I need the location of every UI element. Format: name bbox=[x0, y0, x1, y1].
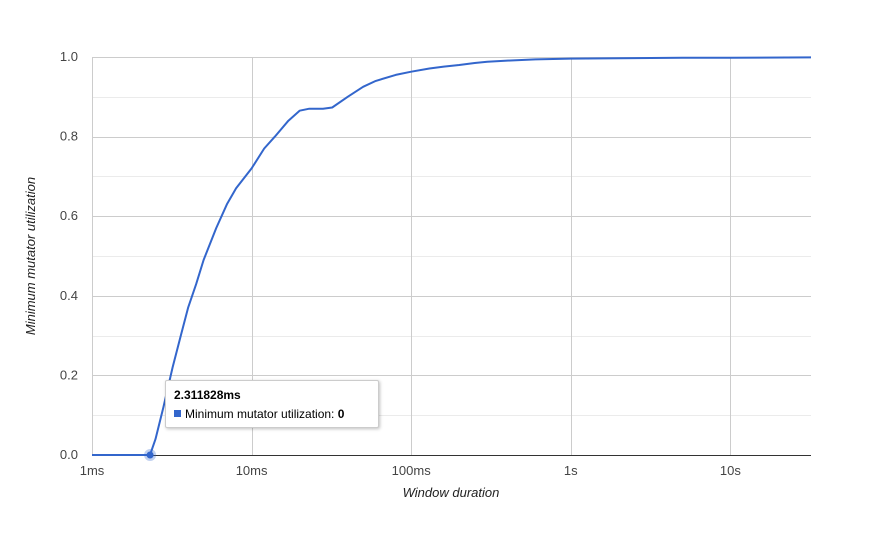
y-tick-label: 0.6 bbox=[60, 208, 78, 223]
x-tick-label: 100ms bbox=[392, 463, 432, 478]
x-tick-label: 1s bbox=[564, 463, 578, 478]
tooltip-title: 2.311828ms bbox=[174, 388, 241, 402]
highlight-point[interactable] bbox=[146, 451, 154, 459]
series-swatch-icon bbox=[174, 410, 181, 417]
y-tick-label: 0.8 bbox=[60, 129, 78, 144]
tooltip-row: Minimum mutator utilization: 0 bbox=[174, 407, 344, 421]
series-layer[interactable] bbox=[92, 56, 812, 461]
x-axis-ticks: 1ms 10ms 100ms 1s 10s bbox=[80, 463, 742, 478]
x-tick-label: 1ms bbox=[80, 463, 105, 478]
y-tick-label: 0.0 bbox=[60, 447, 78, 462]
tooltip-value: 0 bbox=[337, 407, 345, 421]
series-line[interactable] bbox=[92, 56, 812, 456]
y-tick-label: 0.2 bbox=[60, 367, 78, 382]
y-tick-label: 1.0 bbox=[60, 49, 78, 64]
y-axis-ticks: 0.0 0.2 0.4 0.6 0.8 1.0 bbox=[60, 49, 78, 462]
y-tick-label: 0.4 bbox=[60, 288, 78, 303]
x-axis-title: Window duration bbox=[403, 485, 500, 500]
y-axis-title: Minimum mutator utilization bbox=[23, 177, 38, 335]
x-tick-label: 10ms bbox=[236, 463, 268, 478]
data-tooltip: 2.311828ms Minimum mutator utilization: … bbox=[165, 380, 379, 428]
tooltip-series-label: Minimum mutator utilization: bbox=[185, 407, 338, 421]
x-tick-label: 10s bbox=[720, 463, 741, 478]
